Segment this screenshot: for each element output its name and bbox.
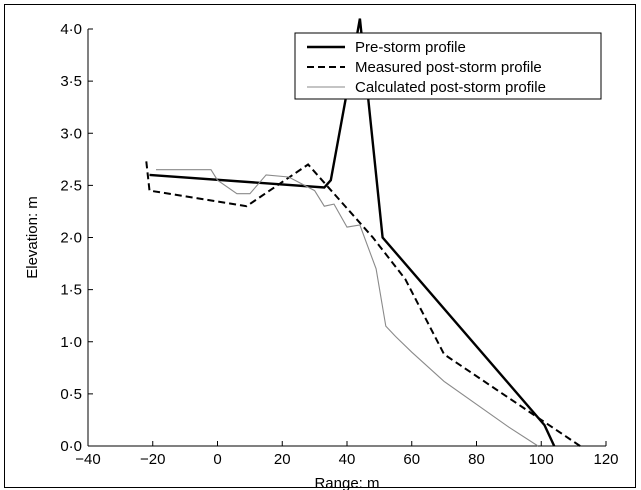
series-line-1 [149,18,556,447]
x-tick-label: 40 [339,451,356,468]
y-tick-label: 3·0 [60,125,82,142]
y-tick-label: 3·5 [60,73,82,90]
y-tick-label: 0·0 [60,438,82,455]
x-tick-label: 60 [403,451,420,468]
legend-box [294,32,602,100]
x-tick-label: −40 [75,451,100,468]
figure-frame [4,4,636,488]
y-tick-label: 1·0 [60,334,82,351]
legend-label: Pre-storm profile [355,39,466,56]
x-tick-label: 120 [593,451,618,468]
x-tick-label: 100 [529,451,554,468]
y-tick-label: 2·0 [60,230,82,247]
series-line-3 [156,169,539,447]
legend-label: Measured post-storm profile [355,59,542,76]
axes: −40 −20 0 20 40 60 80 100 120 0·0 0·5 1·0 1·5 2·0 2·5 3… [24,21,619,490]
x-axis-label: Range: m [314,475,379,490]
x-tick-label: 0 [213,451,221,468]
x-tick-label: 80 [468,451,485,468]
y-tick-label: 1·5 [60,282,82,299]
y-tick-label: 0·5 [60,386,82,403]
series-line-2 [145,161,581,447]
series-lines [145,18,581,447]
x-tick-label: −20 [140,451,165,468]
x-tick-label: 20 [274,451,291,468]
y-tick-label: 4·0 [60,21,82,38]
y-tick-label: 2·5 [60,177,82,194]
legend-label: Calculated post-storm profile [355,79,546,96]
legend: Pre-storm profile Measured post-storm pro… [294,32,602,100]
y-axis-label: Elevation: m [24,196,41,279]
